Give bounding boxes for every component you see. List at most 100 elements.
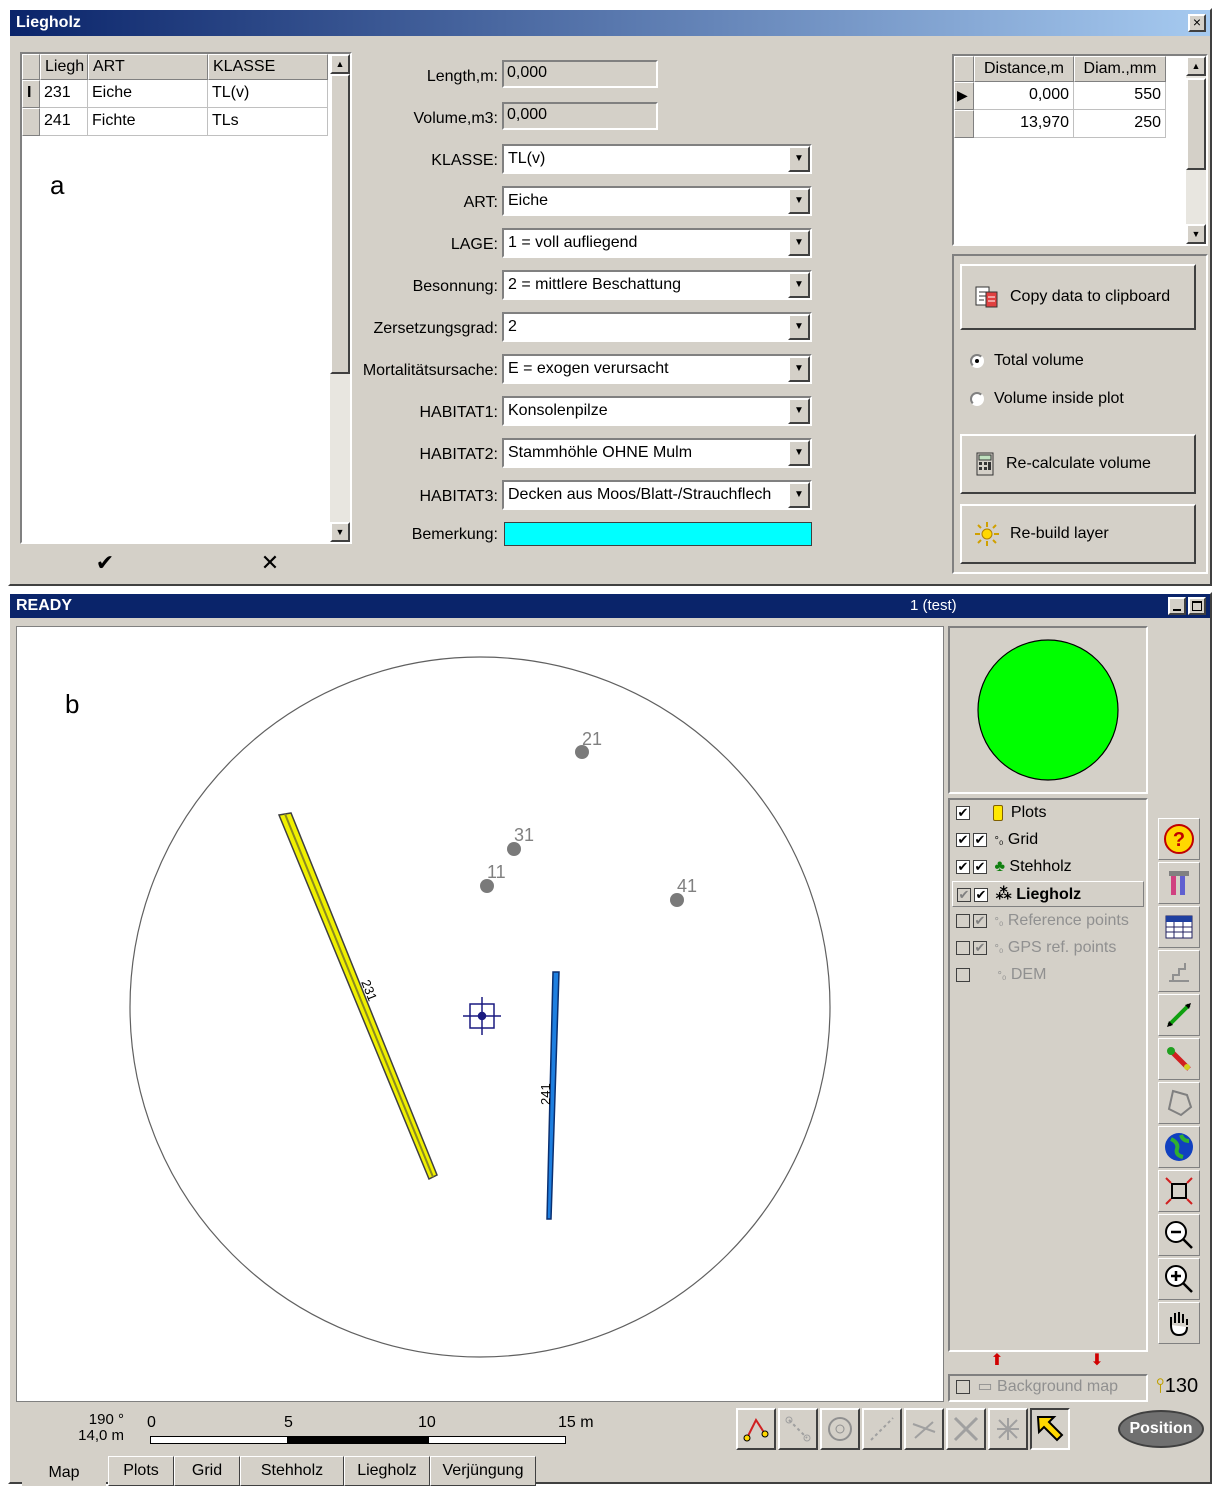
chevron-down-icon[interactable]: ▼ bbox=[788, 146, 810, 172]
table-row-231-art[interactable]: Eiche bbox=[88, 80, 208, 108]
table-row-231-klasse[interactable]: TL(v) bbox=[208, 80, 328, 108]
diameter-scrollbar[interactable]: ▲ ▼ bbox=[1186, 56, 1206, 244]
layer-reference-points[interactable]: ✔ °₀ Reference points bbox=[956, 908, 1129, 934]
polygon-button[interactable] bbox=[1158, 1082, 1200, 1124]
table-row-241-klasse[interactable]: TLs bbox=[208, 108, 328, 136]
besonnung-select[interactable]: 2 = mittlere Beschattung ▼ bbox=[502, 270, 812, 300]
tab-map[interactable]: Map bbox=[22, 1456, 106, 1486]
map-canvas[interactable]: b 231 241 21 31 11 41 bbox=[16, 626, 944, 1402]
chevron-down-icon[interactable]: ▼ bbox=[788, 356, 810, 382]
layer-select-checkbox[interactable]: ✔ bbox=[973, 912, 987, 928]
habitat1-select[interactable]: Konsolenpilze ▼ bbox=[502, 396, 812, 426]
layer-visible-checkbox[interactable]: ✔ bbox=[957, 886, 971, 902]
delete-line-button[interactable] bbox=[946, 1408, 986, 1450]
bemerkung-input[interactable] bbox=[504, 522, 812, 546]
layer-grid[interactable]: ✔ ✔ °₀ Grid bbox=[956, 827, 1038, 853]
cancel-button[interactable]: ✕ bbox=[255, 550, 285, 575]
layer-visible-checkbox[interactable] bbox=[956, 913, 970, 928]
scroll-up-icon[interactable]: ▲ bbox=[1186, 56, 1206, 76]
total-volume-radio[interactable]: Total volume bbox=[970, 352, 1084, 370]
table-view-button[interactable] bbox=[1158, 906, 1200, 948]
globe-button[interactable] bbox=[1158, 1126, 1200, 1168]
chevron-down-icon[interactable]: ▼ bbox=[788, 272, 810, 298]
maximize-button[interactable] bbox=[1188, 597, 1206, 615]
length-field[interactable]: 0,000 bbox=[502, 60, 658, 88]
table-scrollbar[interactable]: ▲ ▼ bbox=[330, 54, 350, 542]
measure-button[interactable] bbox=[1158, 994, 1200, 1036]
plot-shape-button[interactable] bbox=[820, 1408, 860, 1450]
zersetzung-select[interactable]: 2 ▼ bbox=[502, 312, 812, 342]
klasse-select[interactable]: TL(v) ▼ bbox=[502, 144, 812, 174]
layer-dem[interactable]: °₀ DEM bbox=[956, 962, 1046, 988]
col-header-liegh[interactable]: Liegh bbox=[40, 54, 88, 80]
recalculate-volume-button[interactable]: Re-calculate volume bbox=[960, 434, 1196, 494]
col-header-distance[interactable]: Distance,m bbox=[974, 56, 1074, 82]
col-header-art[interactable]: ART bbox=[88, 54, 208, 80]
col-header-diam[interactable]: Diam.,mm bbox=[1074, 56, 1166, 82]
scroll-thumb[interactable] bbox=[330, 74, 350, 374]
tab-plots[interactable]: Plots bbox=[108, 1456, 174, 1486]
row-pointer-icon[interactable]: ▶ bbox=[954, 82, 974, 110]
art-select[interactable]: Eiche ▼ bbox=[502, 186, 812, 216]
layer-visible-checkbox[interactable] bbox=[956, 967, 970, 982]
mortalitaet-select[interactable]: E = exogen verursacht ▼ bbox=[502, 354, 812, 384]
layer-down-button[interactable]: ⬇ bbox=[1088, 1352, 1106, 1372]
overview-map[interactable] bbox=[948, 626, 1148, 794]
background-map-checkbox[interactable] bbox=[956, 1379, 970, 1394]
cut-line-button[interactable] bbox=[904, 1408, 944, 1450]
chevron-down-icon[interactable]: ▼ bbox=[788, 314, 810, 340]
table-row-distance[interactable]: 13,970 bbox=[974, 110, 1074, 138]
layer-gps-ref-points[interactable]: ✔ °₀ GPS ref. points bbox=[956, 935, 1116, 961]
table-row-241-id[interactable]: 241 bbox=[40, 108, 88, 136]
row-marker[interactable] bbox=[22, 108, 40, 136]
layer-select-checkbox[interactable]: ✔ bbox=[974, 886, 988, 902]
layer-visible-checkbox[interactable]: ✔ bbox=[956, 804, 970, 820]
col-header-klasse[interactable]: KLASSE bbox=[208, 54, 328, 80]
minimize-button[interactable] bbox=[1168, 597, 1186, 615]
scroll-thumb[interactable] bbox=[1186, 78, 1206, 170]
add-vertex-button[interactable] bbox=[736, 1408, 776, 1450]
lage-select[interactable]: 1 = voll aufliegend ▼ bbox=[502, 228, 812, 258]
zoom-out-button[interactable] bbox=[1158, 1214, 1200, 1256]
pan-button[interactable] bbox=[1158, 1302, 1200, 1344]
scroll-down-icon[interactable]: ▼ bbox=[1186, 224, 1206, 244]
background-map-toggle[interactable]: ▭ Background map bbox=[948, 1374, 1148, 1402]
rebuild-layer-button[interactable]: Re-build layer bbox=[960, 504, 1196, 564]
close-button[interactable]: × bbox=[1188, 14, 1206, 32]
inside-volume-radio[interactable]: Volume inside plot bbox=[970, 390, 1124, 408]
layer-liegholz[interactable]: ✔ ✔ ⁂ Liegholz bbox=[952, 881, 1144, 907]
scroll-up-icon[interactable]: ▲ bbox=[330, 54, 350, 74]
tools-button[interactable] bbox=[1158, 862, 1200, 904]
delete-all-button[interactable] bbox=[988, 1408, 1028, 1450]
position-button[interactable]: Position bbox=[1118, 1410, 1204, 1448]
layer-stehholz[interactable]: ✔ ✔ ♣ Stehholz bbox=[956, 854, 1072, 880]
copy-clipboard-button[interactable]: Copy data to clipboard bbox=[960, 264, 1196, 330]
zoom-in-button[interactable] bbox=[1158, 1258, 1200, 1300]
table-row-distance[interactable]: 0,000 bbox=[974, 82, 1074, 110]
chevron-down-icon[interactable]: ▼ bbox=[788, 398, 810, 424]
help-button[interactable]: ? bbox=[1158, 818, 1200, 860]
layer-up-button[interactable]: ⬆ bbox=[988, 1352, 1006, 1372]
layer-select-checkbox[interactable]: ✔ bbox=[973, 831, 987, 847]
table-row-diam[interactable]: 250 bbox=[1074, 110, 1166, 138]
stairs-button[interactable] bbox=[1158, 950, 1200, 992]
chevron-down-icon[interactable]: ▼ bbox=[788, 188, 810, 214]
confirm-button[interactable]: ✔ bbox=[90, 550, 120, 575]
chevron-down-icon[interactable]: ▼ bbox=[788, 230, 810, 256]
tab-verjuengung[interactable]: Verjüngung bbox=[430, 1456, 536, 1486]
table-row-231-id[interactable]: 231 bbox=[40, 80, 88, 108]
edit-vertex-button[interactable] bbox=[1158, 1038, 1200, 1080]
habitat2-select[interactable]: Stammhöhle OHNE Mulm ▼ bbox=[502, 438, 812, 468]
layer-select-checkbox[interactable]: ✔ bbox=[973, 858, 987, 874]
layer-select-checkbox[interactable]: ✔ bbox=[973, 939, 987, 955]
tab-grid[interactable]: Grid bbox=[174, 1456, 240, 1486]
chevron-down-icon[interactable]: ▼ bbox=[788, 482, 810, 508]
row-marker[interactable]: I bbox=[22, 80, 40, 108]
chevron-down-icon[interactable]: ▼ bbox=[788, 440, 810, 466]
tab-stehholz[interactable]: Stehholz bbox=[240, 1456, 344, 1486]
zoom-extent-button[interactable] bbox=[1158, 1170, 1200, 1212]
line-tool-button[interactable] bbox=[862, 1408, 902, 1450]
volume-field[interactable]: 0,000 bbox=[502, 102, 658, 130]
habitat3-select[interactable]: Decken aus Moos/Blatt-/Strauchflech ▼ bbox=[502, 480, 812, 510]
layer-visible-checkbox[interactable] bbox=[956, 940, 970, 955]
